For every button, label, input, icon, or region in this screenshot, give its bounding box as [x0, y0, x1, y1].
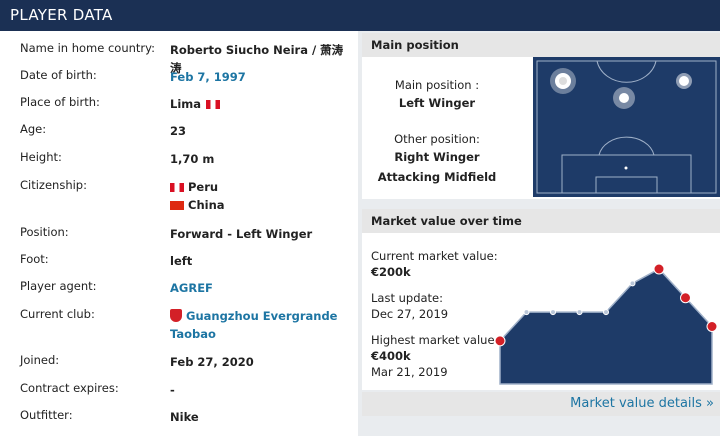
pitch — [533, 57, 720, 197]
value-line: 1,70 m — [170, 150, 345, 168]
value-line: 23 — [170, 122, 345, 140]
row-value: AGREF — [170, 279, 345, 297]
value-point — [706, 321, 718, 332]
other-position: Attacking Midfield — [377, 170, 497, 184]
row-value: Feb 7, 1997 — [170, 68, 345, 86]
market-value-chart — [494, 263, 718, 385]
value-line: Forward - Left Winger — [170, 225, 345, 243]
value-text: Guangzhou Evergrande Taobao — [170, 309, 338, 341]
update-label: Last update: — [371, 291, 444, 305]
row-label: Place of birth: — [20, 95, 100, 109]
main-position: Left Winger — [398, 96, 476, 110]
value-point — [576, 309, 583, 316]
flag — [170, 201, 184, 210]
panel-title: Market value over time — [362, 209, 720, 233]
value-text: Forward - Left Winger — [170, 227, 313, 241]
row-label: Name in home country: — [20, 41, 155, 55]
value-area — [499, 268, 713, 385]
value-text: China — [188, 198, 225, 212]
link-bar: Market value details » — [362, 392, 720, 416]
other-position-label: Other position: — [394, 132, 480, 146]
row-value: left — [170, 252, 345, 270]
row-value: - — [170, 381, 345, 399]
value-text: 1,70 m — [170, 152, 215, 166]
row-value: 23 — [170, 122, 345, 140]
row-label: Contract expires: — [20, 381, 119, 395]
value-line: Lima — [170, 95, 345, 113]
row-value: 1,70 m — [170, 150, 345, 168]
value-text: 23 — [170, 124, 187, 138]
other-position: Right Winger — [394, 150, 480, 164]
value-text: Peru — [188, 180, 219, 194]
main-position-label: Main position : — [394, 78, 480, 92]
value-text: Lima — [170, 97, 202, 111]
value-text: - — [170, 383, 175, 397]
row-label: Age: — [20, 122, 47, 136]
highest-value: €400k — [371, 349, 411, 363]
current-label: Current market value: — [371, 249, 498, 263]
row-label: Player agent: — [20, 279, 97, 293]
value-point — [494, 335, 506, 347]
value-point — [653, 263, 665, 275]
row-label: Joined: — [20, 353, 60, 367]
value-point — [603, 309, 609, 316]
row-value: Lima — [170, 95, 345, 113]
market-value-link[interactable]: Market value details » — [570, 396, 714, 411]
row-value: Roberto Siucho Neira / 萧涛涛 — [170, 41, 345, 77]
value-text: Feb 27, 2020 — [170, 355, 254, 369]
row-label: Height: — [20, 150, 62, 164]
highest-label: Highest market value: — [371, 333, 499, 347]
flag — [206, 100, 221, 109]
value-point — [680, 292, 691, 304]
value-line: Roberto Siucho Neira / 萧涛涛 — [170, 41, 345, 77]
highest-date: Mar 21, 2019 — [371, 365, 448, 379]
value-line: AGREF — [170, 279, 345, 297]
flag — [170, 183, 184, 192]
value-line: Feb 27, 2020 — [170, 353, 345, 371]
row-value: Feb 27, 2020 — [170, 353, 345, 371]
value-text: AGREF — [170, 281, 213, 295]
player-data: Name in home country: Roberto Siucho Neir… — [0, 31, 358, 436]
row-label: Foot: — [20, 252, 49, 266]
row-value: Forward - Left Winger — [170, 225, 345, 243]
row-label: Current club: — [20, 307, 95, 321]
row-value: Guangzhou Evergrande Taobao — [170, 307, 345, 343]
row-label: Citizenship: — [20, 178, 87, 192]
value-line: China — [170, 196, 345, 214]
value-point — [523, 309, 530, 316]
value-line: left — [170, 252, 345, 270]
value-point — [550, 309, 556, 316]
value-line: Peru — [170, 178, 345, 196]
row-value: Peru China — [170, 178, 345, 214]
value-text: left — [170, 254, 193, 268]
value-line: Feb 7, 1997 — [170, 68, 345, 86]
row-value: Nike — [170, 408, 345, 426]
header-title: PLAYER DATA — [0, 0, 720, 31]
value-line: Guangzhou Evergrande Taobao — [170, 307, 345, 343]
market-value-panel: Market value over time Current market va… — [362, 209, 720, 390]
value-line: Nike — [170, 408, 345, 426]
update-date: Dec 27, 2019 — [371, 307, 449, 321]
row-label: Outfitter: — [20, 408, 73, 422]
row-label: Date of birth: — [20, 68, 97, 82]
value-text: Nike — [170, 410, 199, 424]
panel-title: Main position — [362, 33, 720, 57]
value-text: Feb 7, 1997 — [170, 70, 246, 84]
current-value: €200k — [371, 265, 411, 279]
value-line: - — [170, 381, 345, 399]
row-label: Position: — [20, 225, 69, 239]
club-crest — [170, 309, 182, 322]
main-position-panel: Main position Main position : Left Winge… — [362, 33, 720, 199]
value-point — [629, 280, 636, 287]
value-text: Roberto Siucho Neira / 萧涛涛 — [170, 43, 344, 75]
